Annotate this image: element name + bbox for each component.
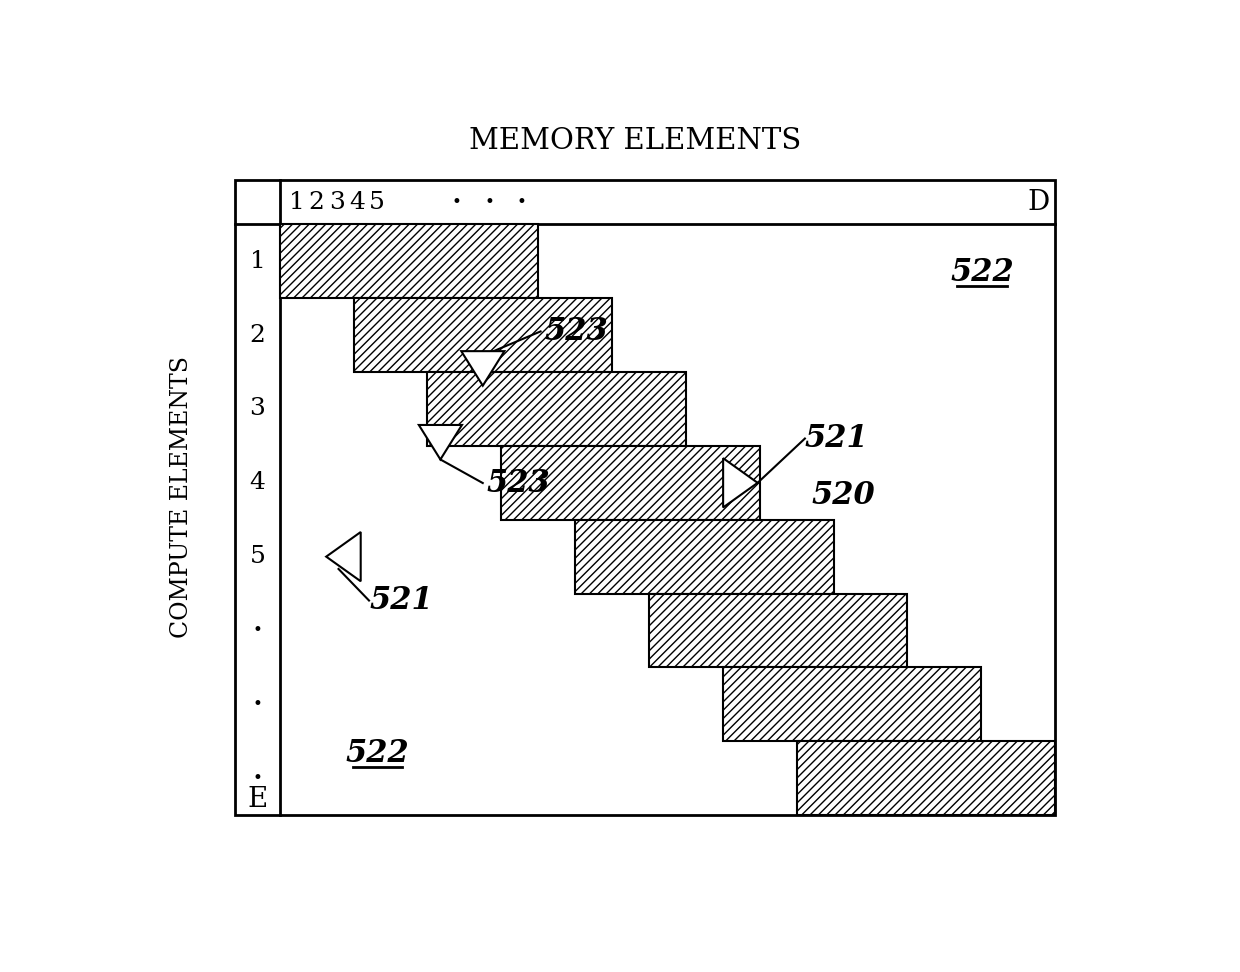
Text: •: • <box>253 696 263 712</box>
Text: 5: 5 <box>249 545 265 569</box>
Bar <box>280 225 538 298</box>
Text: 522: 522 <box>950 257 1014 288</box>
Text: 3: 3 <box>329 191 345 214</box>
Bar <box>353 298 613 372</box>
Text: 521: 521 <box>370 585 433 616</box>
Text: •: • <box>517 193 527 211</box>
Polygon shape <box>723 458 758 507</box>
Text: 1: 1 <box>249 250 265 273</box>
Text: •: • <box>253 622 263 639</box>
Text: 2: 2 <box>249 324 265 347</box>
Text: 5: 5 <box>368 191 384 214</box>
Text: MEMORY ELEMENTS: MEMORY ELEMENTS <box>470 127 801 156</box>
Text: •: • <box>253 770 263 786</box>
Text: 522: 522 <box>346 738 409 769</box>
Text: 2: 2 <box>309 191 325 214</box>
Text: 521: 521 <box>805 423 869 454</box>
Bar <box>501 446 760 520</box>
Bar <box>428 372 686 446</box>
Polygon shape <box>326 532 361 581</box>
Bar <box>723 668 981 742</box>
Bar <box>649 594 908 668</box>
Text: 1: 1 <box>289 191 305 214</box>
Text: 4: 4 <box>249 471 265 495</box>
Text: 523: 523 <box>486 468 551 499</box>
Polygon shape <box>461 351 505 386</box>
Text: 520: 520 <box>811 480 875 511</box>
Bar <box>236 180 1055 816</box>
Text: 523: 523 <box>544 316 608 347</box>
Bar <box>797 742 1055 816</box>
Text: •: • <box>451 193 461 211</box>
Bar <box>575 520 833 594</box>
Text: 4: 4 <box>348 191 365 214</box>
Text: 3: 3 <box>249 398 265 421</box>
Text: E: E <box>247 786 268 814</box>
Text: COMPUTE ELEMENTS: COMPUTE ELEMENTS <box>170 357 192 639</box>
Polygon shape <box>419 425 463 460</box>
Text: •: • <box>485 193 494 211</box>
Text: D: D <box>1027 189 1049 216</box>
